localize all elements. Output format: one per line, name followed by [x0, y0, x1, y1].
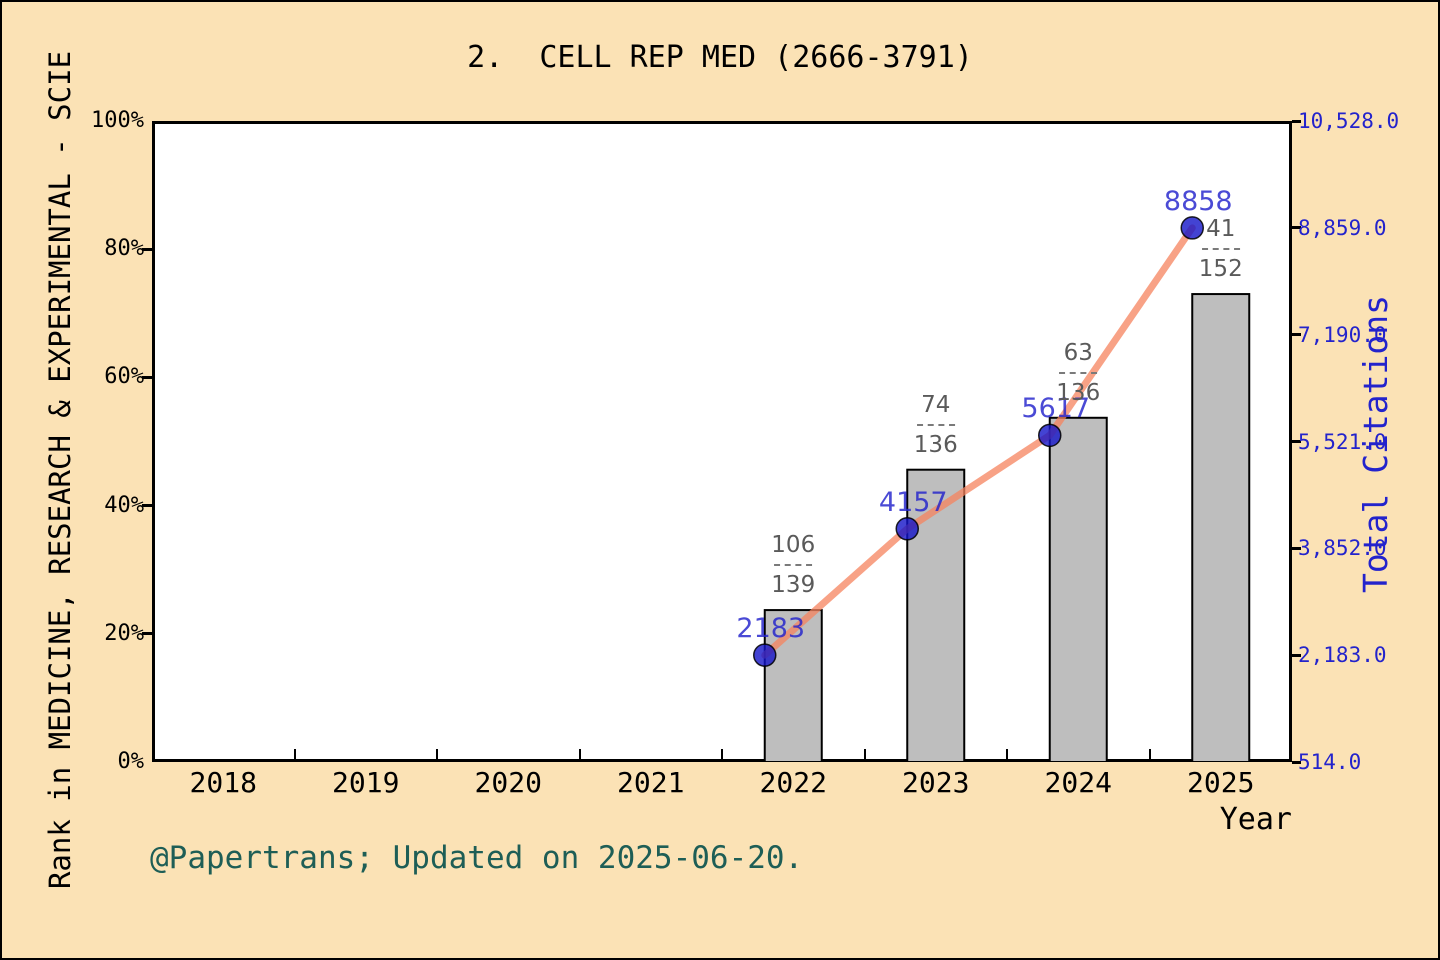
rank-fraction-denominator: 152 — [1198, 256, 1243, 283]
citation-point-marker — [895, 517, 919, 541]
rank-fraction-denominator: 136 — [913, 431, 958, 458]
left-axis-tick-label: 40% — [104, 492, 144, 518]
rank-percentile-bar — [1191, 293, 1251, 762]
x-axis-tick-mark — [293, 749, 296, 759]
x-axis-tick-label: 2019 — [332, 766, 400, 799]
rank-percentile-bar — [1048, 416, 1108, 762]
right-axis-tick-label: 7,190.0 — [1298, 322, 1387, 347]
x-axis-tick-label: 2020 — [474, 766, 542, 799]
left-axis-tick-mark — [142, 247, 152, 251]
rank-fraction-numerator: 63 — [1063, 339, 1093, 366]
citation-point-label: 4157 — [878, 486, 948, 518]
right-axis-tick-mark — [1292, 119, 1301, 123]
x-axis-tick-mark — [863, 749, 866, 759]
citation-point-marker — [1038, 423, 1062, 448]
right-axis-tick-label: 10,528.0 — [1298, 109, 1400, 133]
citation-point-marker — [753, 643, 777, 667]
right-axis-tick-label: 3,852.0 — [1298, 536, 1387, 561]
x-axis-tick-mark — [578, 749, 581, 759]
total-citations-line — [761, 224, 1196, 659]
left-axis-tick-mark — [142, 504, 152, 508]
rank-fraction: 41 152 — [1199, 216, 1243, 282]
right-axis-tick-mark — [1292, 440, 1301, 443]
rank-fraction: 106 139 — [771, 532, 815, 598]
right-axis-tick-mark — [1292, 226, 1301, 230]
fraction-divider — [1059, 371, 1098, 374]
left-axis-tick-label: 100% — [91, 108, 144, 133]
citation-point-label: 2183 — [736, 613, 806, 645]
chart-title: 2. CELL REP MED (2666-3791) — [467, 40, 973, 75]
citation-point-marker — [1180, 216, 1204, 240]
rank-fraction-numerator: 106 — [771, 532, 816, 559]
x-axis-tick-label: 2023 — [902, 766, 970, 799]
left-axis-tick-mark — [142, 632, 152, 636]
x-axis-tick-label: 2021 — [617, 766, 685, 799]
rank-fraction: 63 136 — [1056, 340, 1100, 406]
right-axis-tick-label: 8,859.0 — [1298, 215, 1387, 240]
right-axis-tick-mark — [1292, 760, 1301, 764]
right-axis-tick-mark — [1292, 653, 1301, 657]
fraction-divider — [774, 564, 813, 567]
right-axis-tick-label: 2,183.0 — [1298, 643, 1387, 668]
x-axis-tick-label: 2024 — [1044, 766, 1112, 799]
x-axis-tick-mark — [436, 749, 438, 759]
x-axis-tick-label: 2025 — [1187, 766, 1255, 799]
left-axis-tick-label: 80% — [104, 236, 144, 262]
right-axis-tick-label: 5,521.0 — [1298, 429, 1387, 454]
x-axis-tick-mark — [1006, 749, 1008, 759]
rank-fraction-denominator: 136 — [1056, 379, 1101, 406]
right-axis-tick-label: 514.0 — [1298, 750, 1362, 774]
rank-fraction-numerator: 74 — [921, 391, 951, 418]
left-axis-tick-mark — [142, 375, 152, 379]
fraction-divider — [1201, 248, 1240, 251]
rank-fraction-numerator: 41 — [1206, 216, 1236, 243]
right-axis-tick-mark — [1292, 546, 1301, 550]
left-axis-tick-label: 60% — [104, 364, 144, 390]
left-axis-tick-label: 0% — [117, 749, 145, 774]
x-axis-tick-label: 2022 — [759, 766, 827, 799]
rank-fraction: 74 136 — [914, 392, 958, 458]
rank-fraction-denominator: 139 — [771, 572, 816, 599]
citation-point-label: 5617 — [1021, 393, 1091, 425]
fraction-divider — [916, 423, 955, 426]
left-axis-tick-label: 20% — [104, 620, 144, 646]
plot-border — [152, 121, 1292, 762]
right-axis-tick-mark — [1292, 333, 1301, 337]
x-axis-tick-label: 2018 — [189, 766, 257, 799]
x-axis-title: Year — [1219, 802, 1292, 837]
watermark-text: @Papertrans; Updated on 2025-06-20. — [150, 840, 804, 876]
citation-point-label: 8858 — [1163, 185, 1233, 217]
chart-figure — [152, 121, 1292, 762]
left-axis-title: Rank in MEDICINE, RESEARCH & EXPERIMENTA… — [43, 50, 77, 890]
x-axis-tick-mark — [721, 749, 723, 759]
rank-percentile-bar — [763, 609, 823, 762]
x-axis-tick-mark — [1148, 749, 1151, 759]
plot-area — [152, 121, 1292, 762]
